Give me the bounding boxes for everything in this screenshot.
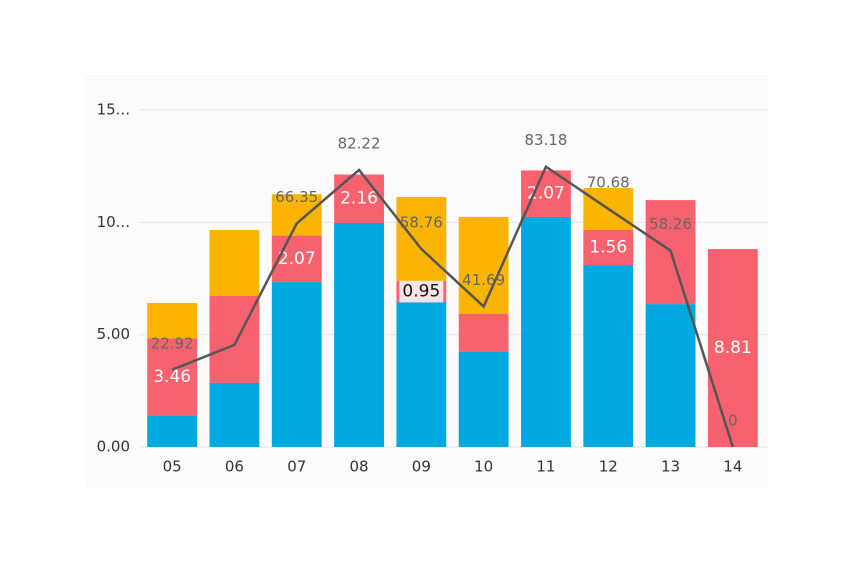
line [171, 164, 735, 448]
bar-segment [271, 235, 322, 283]
bar-segment [209, 229, 260, 297]
y-tick-label: 0.00 [97, 438, 130, 456]
x-tick-label: 08 [350, 458, 369, 476]
y-tick-label: 15... [97, 101, 130, 119]
label-background [399, 280, 444, 303]
bar-segment [458, 351, 509, 447]
x-tick-label: 11 [536, 458, 555, 476]
data-label: 8.81 [714, 338, 752, 358]
bar-segment [396, 196, 447, 281]
line-label: 82.22 [338, 134, 381, 152]
x-tick-label: 05 [163, 458, 182, 476]
bar-segment [521, 216, 571, 447]
bar-segment [147, 338, 198, 416]
y-tick-label: 5.00 [97, 325, 130, 343]
data-label: 2.16 [340, 189, 378, 209]
x-tick-label: 12 [599, 458, 618, 476]
line-label: 70.68 [587, 173, 630, 191]
line-label: 58.26 [649, 215, 692, 233]
x-tick-label: 09 [412, 458, 431, 476]
bar-segment [396, 302, 447, 447]
y-tick-label: 10... [97, 213, 130, 231]
x-tick-label: 13 [661, 458, 680, 476]
line-label: 66.35 [275, 188, 318, 206]
bar-segment [458, 313, 509, 352]
bar-segment [334, 223, 384, 447]
x-tick-label: 07 [287, 458, 306, 476]
bar-segment [271, 194, 322, 236]
x-tick-label: 10 [474, 458, 493, 476]
bar-segment [583, 229, 634, 266]
bar-segment [458, 216, 509, 314]
line-label: 41.69 [462, 271, 505, 289]
bar-segment [271, 282, 322, 447]
data-label: 0.95 [402, 281, 440, 301]
line-label: 83.18 [524, 131, 567, 149]
x-tick-label: 06 [225, 458, 244, 476]
bar-segment [707, 249, 758, 447]
bar-segment [209, 382, 260, 447]
bar-segment [583, 265, 634, 447]
data-label: 1.56 [589, 237, 627, 257]
data-label: 2.07 [278, 249, 316, 269]
bar-segment [147, 302, 198, 339]
x-tick-label: 14 [723, 458, 742, 476]
line-label: 0 [728, 412, 738, 430]
line-label: 22.92 [151, 334, 194, 352]
bar-segment [645, 304, 696, 447]
line-label: 58.76 [400, 213, 443, 231]
bar-segment [147, 415, 198, 447]
data-label: 3.46 [153, 367, 191, 387]
